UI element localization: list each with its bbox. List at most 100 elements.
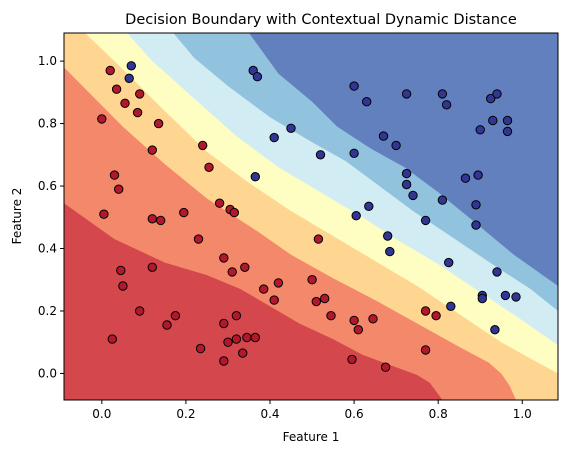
data-point (353, 325, 363, 335)
data-point (471, 220, 481, 230)
data-point (219, 356, 229, 366)
x-tick-label: 1.0 (513, 407, 532, 421)
x-axis-label: Feature 1 (283, 430, 340, 444)
data-point (420, 306, 431, 316)
data-point (378, 131, 389, 141)
data-point (364, 201, 374, 212)
data-point (124, 73, 134, 84)
data-point (153, 118, 164, 129)
data-point (229, 207, 240, 218)
data-point (214, 198, 225, 208)
data-point (420, 215, 431, 226)
plot-frame (63, 32, 559, 401)
data-point (147, 145, 158, 155)
data-point (170, 311, 181, 321)
data-point (147, 262, 158, 272)
data-point (401, 89, 412, 99)
data-point (446, 301, 456, 311)
data-point (120, 98, 130, 109)
x-tick-label: 0.4 (260, 407, 279, 421)
y-tick-label: 1.0 (38, 54, 57, 68)
data-point (471, 200, 481, 210)
x-tick-label: 0.0 (92, 407, 111, 421)
data-point (219, 253, 229, 263)
data-point (269, 295, 279, 305)
y-tick-label: 0.0 (38, 366, 57, 380)
data-point (156, 215, 166, 226)
data-point (351, 211, 361, 221)
data-point (231, 311, 242, 321)
data-point (391, 140, 401, 151)
data-point (250, 332, 261, 343)
data-point (111, 84, 122, 94)
data-point (204, 162, 214, 173)
data-point (99, 209, 109, 219)
data-point (223, 337, 233, 347)
data-point (500, 290, 511, 301)
y-tick-label: 0.2 (38, 304, 57, 318)
y-tick-label: 0.8 (38, 117, 57, 131)
data-point (132, 107, 143, 118)
data-point (219, 318, 229, 329)
data-point (401, 179, 412, 190)
data-point (114, 184, 124, 194)
data-point (486, 93, 496, 104)
data-point (490, 325, 500, 335)
data-point (307, 275, 317, 285)
data-point (240, 262, 250, 272)
data-point (349, 315, 359, 326)
data-point (162, 320, 172, 330)
decision-regions (64, 33, 559, 400)
data-point (362, 97, 372, 107)
data-point (118, 281, 128, 291)
data-point (420, 345, 431, 355)
data-point (408, 190, 418, 201)
data-point (326, 311, 336, 321)
data-point (147, 214, 158, 224)
data-point (107, 334, 118, 344)
data-point (320, 293, 330, 304)
data-point (473, 170, 483, 180)
data-point (286, 123, 296, 134)
data-point (380, 362, 391, 372)
data-point (502, 115, 513, 126)
data-point (311, 296, 321, 307)
data-point (269, 132, 279, 143)
data-point (252, 72, 263, 82)
data-point (437, 195, 448, 205)
data-point (116, 265, 126, 276)
data-point (492, 267, 502, 277)
data-point (492, 89, 502, 99)
data-point (502, 126, 513, 137)
data-point (368, 314, 378, 324)
x-tick-label: 0.6 (345, 407, 364, 421)
data-point (198, 140, 208, 151)
data-point (109, 170, 120, 180)
data-point (238, 348, 248, 358)
data-point (444, 257, 454, 268)
data-point (231, 334, 242, 344)
data-point (273, 278, 284, 288)
data-point (313, 234, 324, 244)
x-tick-label: 0.8 (429, 407, 448, 421)
data-point (437, 89, 448, 99)
y-tick-label: 0.6 (38, 179, 57, 193)
data-point (179, 207, 189, 218)
y-axis: 0.0 0.2 0.4 0.6 0.8 1.0 (38, 54, 64, 380)
data-point (385, 246, 395, 257)
data-point (135, 89, 145, 99)
data-point (349, 81, 359, 91)
data-point (315, 150, 326, 160)
data-point (401, 168, 412, 179)
data-point (475, 125, 485, 135)
data-point (477, 293, 487, 304)
data-point (347, 354, 357, 365)
data-point (195, 343, 206, 354)
data-point (511, 292, 521, 302)
data-point (193, 234, 204, 244)
data-point (242, 332, 252, 343)
y-tick-label: 0.4 (38, 242, 57, 256)
chart-title: Decision Boundary with Contextual Dynami… (125, 12, 517, 28)
data-point (349, 148, 359, 159)
